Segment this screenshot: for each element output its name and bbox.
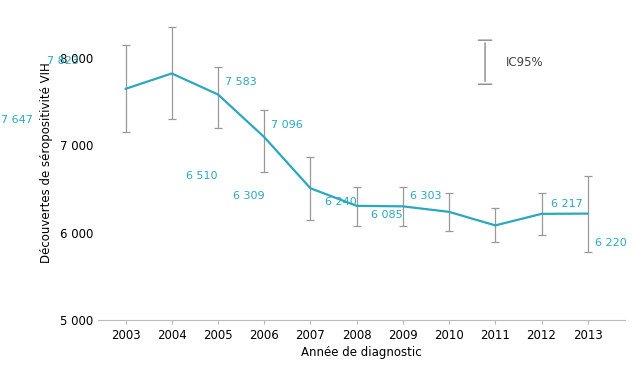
Text: 6 510: 6 510 [186,171,218,181]
Text: 6 220: 6 220 [595,238,626,248]
Text: 6 309: 6 309 [233,191,264,201]
X-axis label: Année de diagnostic: Année de diagnostic [301,346,422,360]
Text: 7 823: 7 823 [48,57,79,66]
Text: 6 085: 6 085 [372,210,403,220]
Text: 6 217: 6 217 [551,199,583,209]
Text: 6 240: 6 240 [325,197,356,207]
Text: IC95%: IC95% [506,56,544,69]
Text: 7 096: 7 096 [271,120,303,130]
Text: 6 303: 6 303 [410,191,441,201]
Y-axis label: Découvertes de séropositivité VIH: Découvertes de séropositivité VIH [39,62,53,263]
Text: 7 647: 7 647 [1,115,33,125]
Text: 7 583: 7 583 [225,77,257,88]
